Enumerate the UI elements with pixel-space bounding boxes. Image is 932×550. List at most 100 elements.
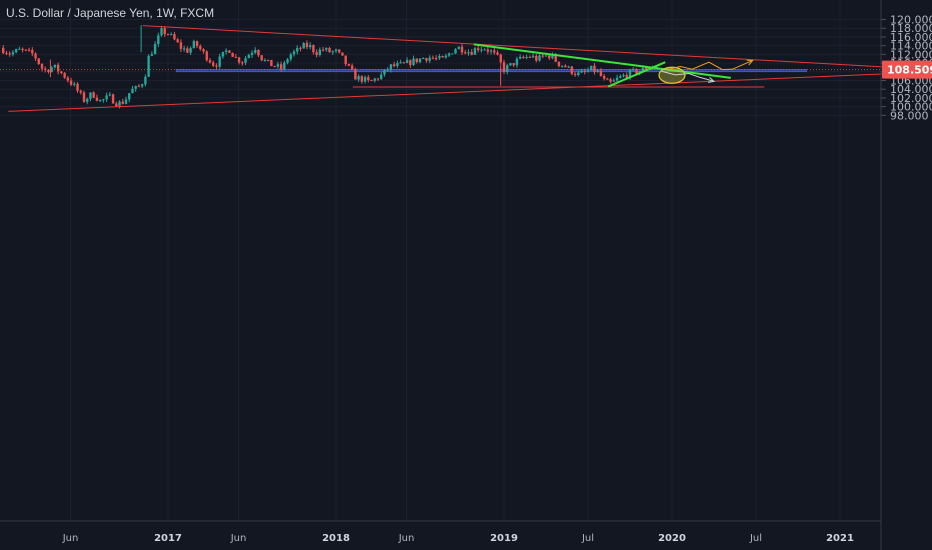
candle-body bbox=[328, 47, 331, 53]
candle-body bbox=[602, 76, 606, 79]
candle-body bbox=[373, 78, 376, 81]
candle-body bbox=[409, 60, 412, 66]
projections bbox=[658, 59, 754, 84]
candle-body bbox=[509, 63, 512, 66]
candle-body bbox=[212, 62, 215, 66]
price-tick-label: 120.000 bbox=[890, 14, 932, 27]
orange-projection-path-arrowhead bbox=[746, 59, 754, 66]
candle-body bbox=[489, 50, 493, 52]
candle-body bbox=[140, 84, 144, 87]
candle-body bbox=[89, 92, 92, 99]
candle-body bbox=[270, 60, 273, 67]
candle-body bbox=[56, 64, 60, 72]
candle-body bbox=[192, 41, 196, 49]
candle-body bbox=[134, 86, 137, 89]
candle-body bbox=[266, 59, 270, 61]
candle-body bbox=[354, 69, 357, 80]
price-tick-label: 112.000 bbox=[890, 48, 932, 61]
candle-body bbox=[218, 56, 221, 67]
candle-body bbox=[40, 64, 44, 69]
price-tick-label: 100.000 bbox=[890, 101, 932, 114]
candle-body bbox=[467, 52, 470, 54]
candle-body bbox=[237, 57, 241, 63]
candle-body bbox=[153, 44, 157, 55]
candle-body bbox=[137, 86, 141, 88]
candle-body bbox=[596, 70, 599, 72]
candle-body bbox=[173, 34, 176, 40]
candle-body bbox=[182, 48, 186, 50]
candle-body bbox=[338, 49, 341, 53]
support-zone bbox=[175, 69, 807, 73]
candle-body bbox=[215, 65, 218, 67]
candle-body bbox=[577, 72, 580, 76]
candle-body bbox=[115, 103, 118, 107]
candle-body bbox=[583, 70, 586, 72]
time-tick-label: 2018 bbox=[322, 533, 350, 544]
candle-body bbox=[53, 64, 57, 68]
candle-body bbox=[502, 62, 506, 72]
candle-body bbox=[31, 49, 34, 54]
candle-body bbox=[147, 55, 150, 77]
chart-title: U.S. Dollar / Japanese Yen, 1W, FXCM bbox=[6, 6, 215, 20]
target-ellipse bbox=[658, 66, 686, 84]
candle-body bbox=[312, 45, 315, 53]
candle-body bbox=[525, 56, 528, 58]
green-ascending-line bbox=[607, 61, 666, 88]
candle-body bbox=[199, 45, 202, 50]
candle-body bbox=[415, 58, 418, 63]
candle-body bbox=[228, 50, 231, 53]
trendlines bbox=[0, 25, 925, 112]
candle-body bbox=[580, 70, 583, 73]
candle-body bbox=[108, 94, 112, 96]
candle-body bbox=[360, 76, 364, 82]
candle-body bbox=[396, 63, 399, 66]
time-tick-label: Jul bbox=[581, 533, 594, 544]
candle-body bbox=[447, 53, 451, 56]
candle-body bbox=[367, 77, 370, 81]
candle-body bbox=[431, 57, 435, 59]
candle-body bbox=[163, 28, 166, 35]
candle-body bbox=[95, 97, 99, 101]
candle-body bbox=[186, 48, 189, 53]
candle-body bbox=[260, 55, 263, 61]
descending-resistance-line bbox=[142, 25, 925, 70]
candles bbox=[2, 25, 658, 109]
candle-body bbox=[92, 92, 95, 98]
price-tick-label: 114.000 bbox=[890, 40, 932, 53]
candle-body bbox=[195, 41, 199, 46]
candle-body bbox=[428, 57, 431, 61]
candle-body bbox=[263, 59, 267, 61]
candle-body bbox=[2, 47, 5, 54]
grid bbox=[0, 0, 881, 521]
candle-body bbox=[625, 75, 628, 78]
candle-body bbox=[635, 68, 638, 74]
candle-body bbox=[564, 65, 567, 68]
candle-body bbox=[357, 76, 360, 80]
candle-body bbox=[615, 77, 619, 81]
candle-body bbox=[128, 93, 131, 100]
candle-body bbox=[451, 53, 454, 55]
candle-body bbox=[554, 54, 557, 62]
candle-body bbox=[63, 73, 66, 78]
candle-body bbox=[105, 95, 108, 100]
candle-body bbox=[302, 43, 305, 49]
candle-body bbox=[486, 49, 490, 52]
candle-body bbox=[528, 56, 532, 58]
candle-body bbox=[622, 75, 625, 77]
candle-body bbox=[305, 43, 309, 48]
candle-body bbox=[551, 54, 554, 59]
candle-body bbox=[66, 77, 70, 81]
candle-body bbox=[506, 65, 509, 72]
candle-body bbox=[518, 56, 522, 59]
candle-body bbox=[79, 90, 82, 93]
time-tick-label: 2017 bbox=[154, 533, 182, 544]
time-tick-label: Jun bbox=[398, 533, 415, 544]
candle-body bbox=[376, 78, 380, 80]
candle-body bbox=[493, 50, 496, 53]
candle-body bbox=[628, 69, 632, 78]
candle-body bbox=[599, 70, 603, 77]
candle-body bbox=[402, 62, 406, 64]
time-axis: Jun 2017 Jun 2018 Jun 2019 Jul 2020 Jul 2021 bbox=[62, 533, 854, 544]
